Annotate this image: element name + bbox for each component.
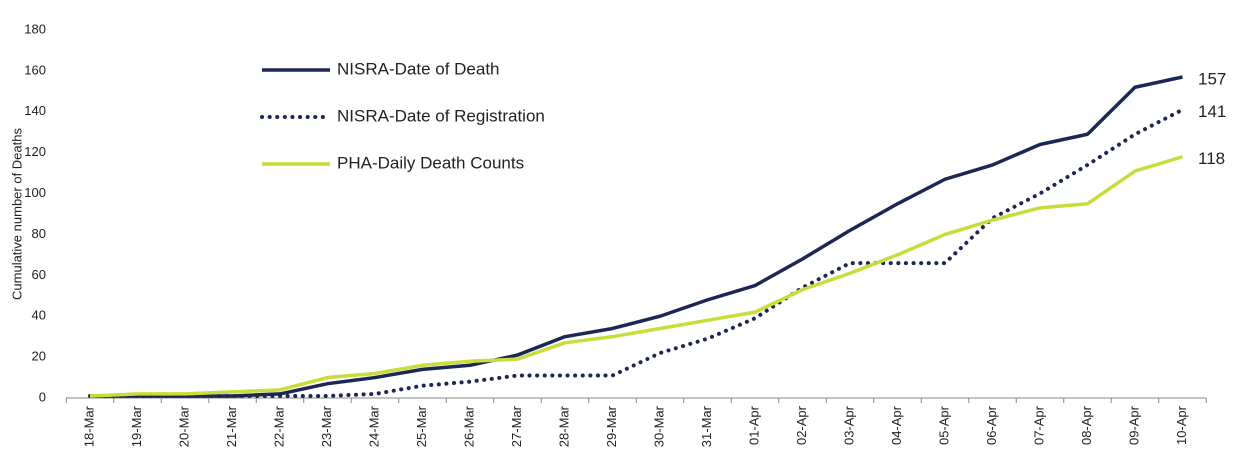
series-line — [90, 75, 1183, 398]
x-tick-label: 19-Mar — [129, 405, 144, 447]
x-tick-label: 26-Mar — [461, 405, 476, 447]
x-tick-label: 06-Apr — [984, 405, 999, 445]
x-tick-label: 25-Mar — [414, 405, 429, 447]
x-tick-label: 27-Mar — [509, 405, 524, 447]
x-tick-label: 03-Apr — [841, 405, 856, 445]
series-line — [89, 155, 1184, 398]
x-tick-label: 28-Mar — [556, 405, 571, 447]
y-tick-label: 80 — [32, 226, 46, 241]
y-tick-label: 40 — [32, 308, 46, 323]
y-tick-label: 100 — [24, 185, 46, 200]
end-value-label: 141 — [1198, 102, 1226, 121]
y-tick-label: 120 — [24, 144, 46, 159]
x-tick-label: 24-Mar — [366, 405, 381, 447]
x-tick-label: 31-Mar — [699, 405, 714, 447]
y-tick-label: 20 — [32, 349, 46, 364]
x-tick-label: 29-Mar — [604, 405, 619, 447]
x-tick-label: 08-Apr — [1079, 405, 1094, 445]
y-tick-label: 180 — [24, 21, 46, 36]
legend-label: NISRA-Date of Registration — [337, 106, 545, 125]
x-tick-label: 18-Mar — [81, 405, 96, 447]
legend-label: NISRA-Date of Death — [337, 59, 500, 78]
x-tick-label: 04-Apr — [889, 405, 904, 445]
x-tick-label: 30-Mar — [651, 405, 666, 447]
x-tick-label: 23-Mar — [319, 405, 334, 447]
x-tick-label: 21-Mar — [224, 405, 239, 447]
x-tick-label: 07-Apr — [1031, 405, 1046, 445]
end-value-label: 118 — [1198, 149, 1225, 168]
y-axis-label: Cumulative number of Deaths — [9, 128, 24, 300]
y-tick-label: 0 — [39, 389, 46, 404]
y-tick-label: 60 — [32, 267, 46, 282]
x-tick-label: 20-Mar — [176, 405, 191, 447]
x-tick-label: 10-Apr — [1174, 405, 1189, 445]
series-line — [88, 107, 1185, 398]
x-tick-label: 02-Apr — [794, 405, 809, 445]
x-tick-label: 01-Apr — [746, 405, 761, 445]
legend-label: PHA-Daily Death Counts — [337, 153, 524, 172]
y-tick-label: 140 — [24, 103, 46, 118]
end-value-label: 157 — [1198, 70, 1226, 89]
x-tick-label: 09-Apr — [1126, 405, 1141, 445]
x-tick-label: 22-Mar — [271, 405, 286, 447]
y-tick-label: 160 — [24, 62, 46, 77]
x-tick-label: 05-Apr — [936, 405, 951, 445]
